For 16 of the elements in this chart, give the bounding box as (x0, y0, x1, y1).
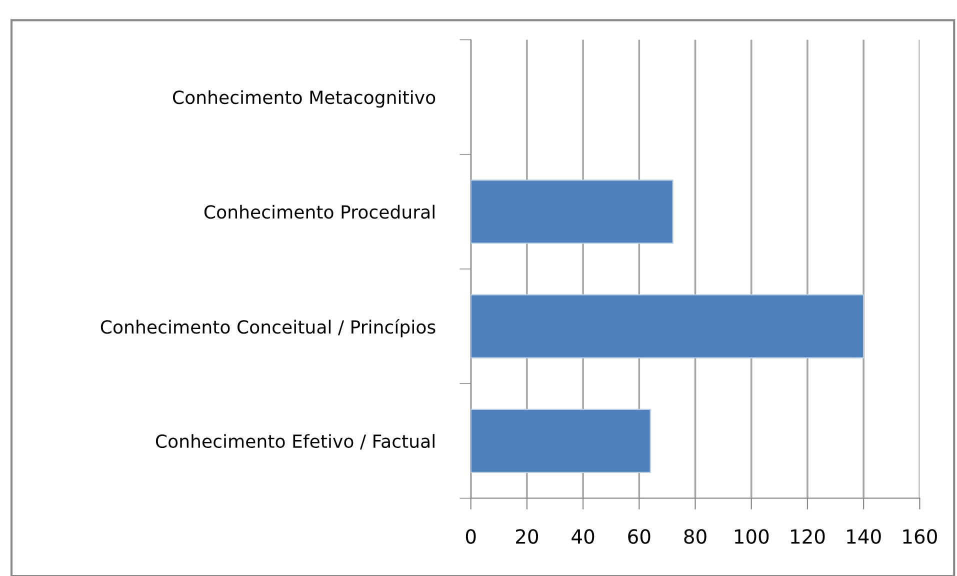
x-tick-label: 120 (791, 529, 825, 544)
x-tick-label: 40 (572, 529, 594, 544)
x-tick-label: 20 (516, 529, 538, 544)
y-tick-label: Conhecimento Conceitual / Princípios (100, 319, 436, 338)
x-tick-label: 80 (684, 529, 706, 544)
bar (470, 180, 674, 244)
y-tick-label: Conhecimento Efetivo / Factual (156, 434, 434, 450)
x-tick-label: 140 (847, 529, 881, 544)
y-tick-label: Conhecimento Metacognitivo (172, 90, 436, 108)
x-tick-label: 60 (628, 529, 650, 544)
x-tick-label: 0 (466, 529, 476, 544)
bar (470, 294, 864, 358)
bar (470, 408, 651, 474)
x-tick-label: 160 (903, 529, 937, 544)
y-tick-label: Conhecimento Procedural (204, 204, 434, 219)
x-tick-label: 100 (734, 529, 769, 544)
